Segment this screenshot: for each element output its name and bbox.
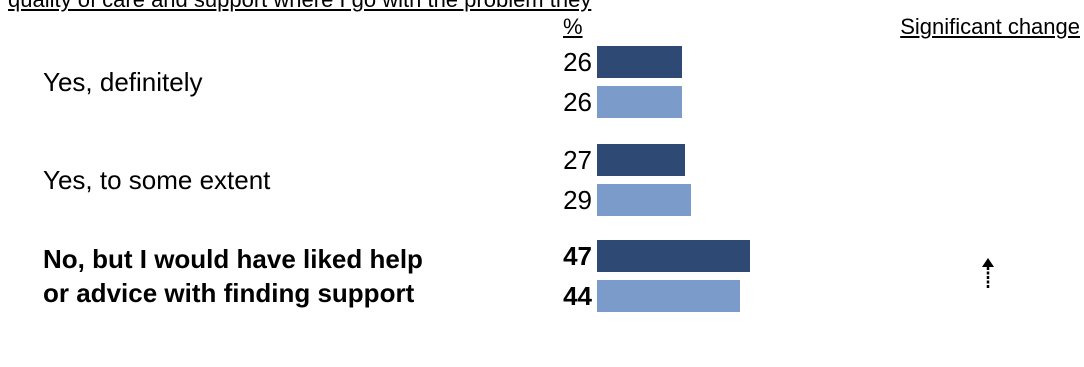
bar-light [597,184,692,216]
bar-dark [597,46,682,78]
bar-dark [597,144,685,176]
data-label: 47 [563,241,592,271]
category-label: Yes, definitely [43,65,202,99]
data-label: 26 [563,47,592,77]
data-label: 44 [563,281,592,311]
significant-increase-arrow-icon [982,258,994,288]
data-label: 29 [563,185,592,215]
bar-light [597,86,682,118]
clipped-header-text: quality of care and support where I go w… [0,0,1084,12]
bar-light [597,280,740,312]
category-label-line: or advice with finding support [43,278,415,308]
category-label: Yes, to some extent [43,163,270,197]
arrow-head [982,258,994,267]
bar-dark [597,240,750,272]
category-label-line: Yes, to some extent [43,165,271,195]
data-label: 26 [563,87,592,117]
significant-change-header: Significant change [900,14,1080,39]
category-label: No, but I would have liked help or advice… [43,242,423,310]
category-label-line: Yes, definitely [43,67,203,97]
category-label-line: No, but I would have liked help [43,244,423,274]
percent-column-header: % [563,14,583,39]
data-label: 27 [563,145,592,175]
header-fragment: quality of care and support where I go w… [8,0,591,12]
